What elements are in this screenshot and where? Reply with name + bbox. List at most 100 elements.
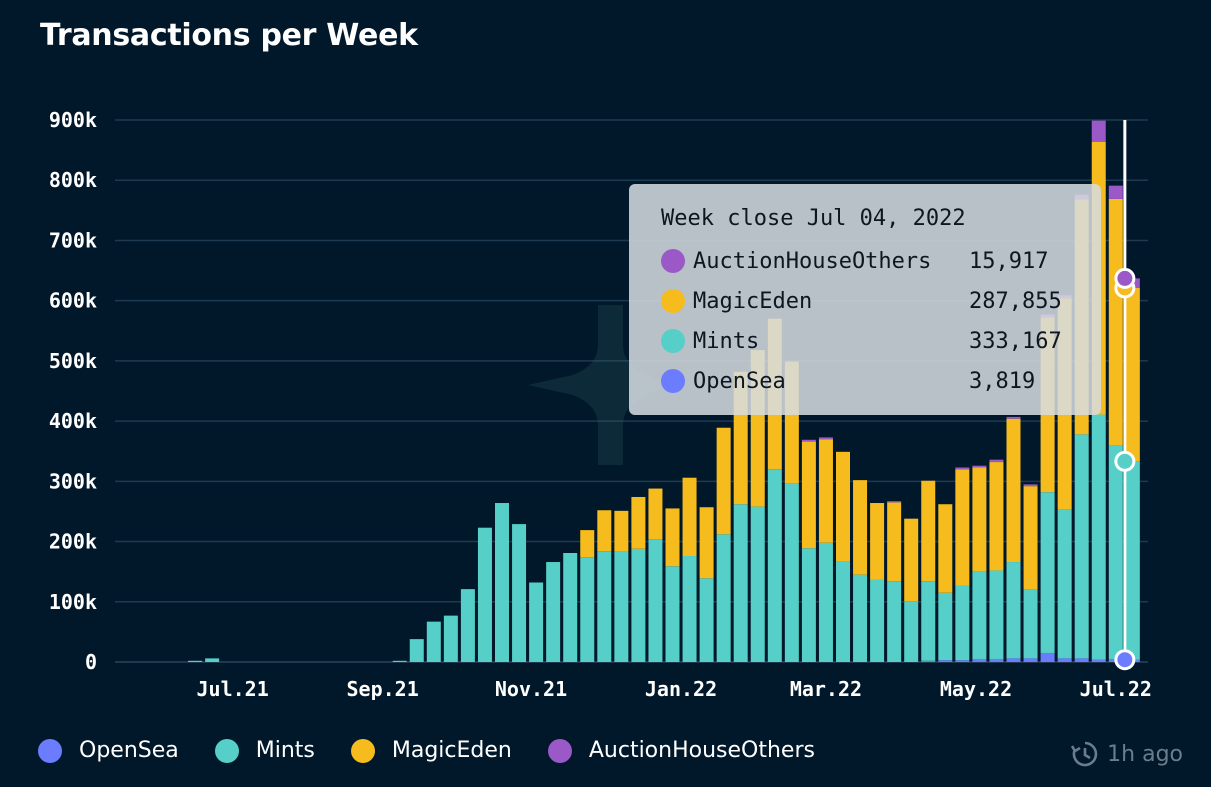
bar-segment[interactable] [665, 508, 680, 567]
legend-item-mints[interactable]: Mints [214, 738, 315, 763]
bar-segment[interactable] [938, 592, 953, 661]
bar-segment[interactable] [631, 496, 646, 549]
bar-segment[interactable] [989, 658, 1004, 662]
bar-segment[interactable] [887, 502, 902, 582]
bar-segment[interactable] [1125, 461, 1140, 660]
bar-segment[interactable] [1125, 288, 1140, 462]
bar-segment[interactable] [784, 483, 799, 662]
bar-segment[interactable] [477, 527, 492, 662]
bar-segment[interactable] [648, 539, 663, 662]
bar-segment[interactable] [1091, 659, 1106, 662]
bar-segment[interactable] [870, 579, 885, 662]
bar-segment[interactable] [443, 615, 458, 662]
bar-segment[interactable] [887, 501, 902, 503]
bar-segment[interactable] [495, 503, 509, 662]
legend-item-opensea[interactable]: OpenSea [38, 738, 179, 763]
bar-segment[interactable] [1091, 414, 1106, 660]
bar-segment[interactable] [716, 534, 731, 662]
bar-segment[interactable] [921, 581, 936, 661]
bar-segment[interactable] [870, 503, 885, 580]
bar-segment[interactable] [955, 585, 970, 661]
bar-segment[interactable] [682, 556, 697, 662]
bar-segment[interactable] [426, 621, 441, 662]
bar-segment[interactable] [1023, 486, 1038, 590]
bar-segment[interactable] [1057, 658, 1072, 662]
bar-segment[interactable] [1040, 652, 1055, 662]
bar-segment[interactable] [955, 660, 970, 662]
bar-segment[interactable] [1108, 185, 1123, 199]
bar-segment[interactable] [614, 551, 629, 662]
hover-point [1114, 450, 1136, 472]
bar-segment[interactable] [1006, 418, 1021, 563]
bar-segment[interactable] [563, 552, 578, 662]
bar-segment[interactable] [1108, 445, 1123, 659]
bar-segment[interactable] [648, 488, 663, 540]
bar-segment[interactable] [460, 589, 475, 662]
bar-segment[interactable] [1023, 658, 1038, 662]
bar-segment[interactable] [853, 574, 868, 662]
bar-segment[interactable] [1074, 658, 1089, 662]
bar-segment[interactable] [597, 551, 612, 662]
hover-point [1114, 649, 1136, 671]
bar-segment[interactable] [955, 469, 970, 586]
bar-segment[interactable] [188, 660, 203, 662]
bar-segment[interactable] [767, 469, 782, 662]
bar-segment[interactable] [989, 570, 1004, 659]
bar-segment[interactable] [512, 524, 527, 662]
bar-segment[interactable] [750, 506, 765, 662]
bar-segment[interactable] [836, 451, 850, 562]
bar-segment[interactable] [818, 437, 833, 440]
bar-segment[interactable] [972, 467, 987, 572]
bar-segment[interactable] [699, 507, 714, 579]
bar-segment[interactable] [853, 480, 868, 575]
bar-segment[interactable] [1006, 416, 1021, 419]
bar-segment[interactable] [801, 441, 816, 549]
bar-segment[interactable] [972, 465, 987, 468]
bar-segment[interactable] [1040, 492, 1055, 653]
bar-segment[interactable] [614, 510, 629, 552]
bar-segment[interactable] [921, 660, 936, 662]
bar-segment[interactable] [682, 477, 697, 557]
bar-segment[interactable] [989, 459, 1004, 463]
bar-segment[interactable] [955, 467, 970, 470]
bar-segment[interactable] [1023, 589, 1038, 659]
legend-item-auctionhouseothers[interactable]: AuctionHouseOthers [547, 738, 815, 763]
bar-segment[interactable] [392, 660, 407, 662]
bar-segment[interactable] [818, 542, 833, 662]
bar-segment[interactable] [989, 462, 1004, 571]
last-updated: 1h ago [1071, 740, 1183, 768]
bar-segment[interactable] [631, 548, 646, 662]
bar-segment[interactable] [546, 562, 561, 662]
bar-segment[interactable] [887, 581, 902, 662]
legend-label: OpenSea [79, 738, 179, 763]
bar-segment[interactable] [733, 504, 748, 662]
bar-segment[interactable] [938, 660, 953, 662]
bar-segment[interactable] [972, 571, 987, 659]
bar-segment[interactable] [1074, 434, 1089, 659]
bar-segment[interactable] [921, 480, 936, 582]
bar-segment[interactable] [801, 439, 816, 442]
bar-segment[interactable] [836, 561, 850, 662]
bar-segment[interactable] [904, 518, 919, 602]
bar-segment[interactable] [580, 530, 595, 558]
legend-item-magiceden[interactable]: MagicEden [350, 738, 512, 763]
bar-segment[interactable] [1006, 562, 1021, 659]
bar-segment[interactable] [529, 582, 544, 662]
bar-segment[interactable] [1108, 198, 1123, 446]
bar-segment[interactable] [801, 548, 816, 662]
bar-segment[interactable] [1023, 484, 1038, 487]
bar-segment[interactable] [1091, 120, 1106, 142]
bar-segment[interactable] [818, 439, 833, 543]
bar-segment[interactable] [716, 427, 731, 535]
bar-segment[interactable] [205, 658, 220, 662]
bar-segment[interactable] [665, 566, 680, 662]
bar-segment[interactable] [409, 639, 424, 662]
bar-segment[interactable] [580, 557, 595, 662]
bar-segment[interactable] [904, 601, 919, 662]
bar-segment[interactable] [972, 658, 987, 662]
bar-segment[interactable] [1006, 658, 1021, 662]
bar-segment[interactable] [938, 504, 953, 593]
bar-segment[interactable] [699, 578, 714, 662]
bar-segment[interactable] [597, 510, 612, 552]
bar-segment[interactable] [1057, 509, 1072, 659]
